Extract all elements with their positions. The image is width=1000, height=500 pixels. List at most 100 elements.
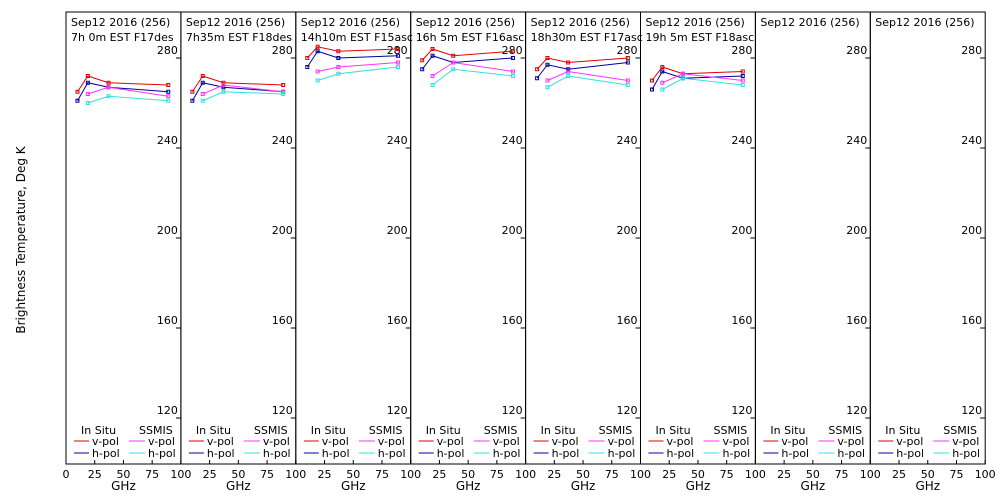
data-point <box>336 65 341 69</box>
y-tick-label: 160 <box>387 314 408 327</box>
legend-insitu-title: In Situ <box>885 424 920 437</box>
x-tick-label: 75 <box>260 468 274 481</box>
legend-insitu-title: In Situ <box>81 424 116 437</box>
panel-title-time: 7h35m EST F18des <box>186 31 292 44</box>
legend-insitu-title: In Situ <box>426 424 461 437</box>
panel-title-time: 18h30m EST F17asc <box>531 31 643 44</box>
data-point <box>545 85 550 90</box>
panel-4: Sep12 2016 (256) 16h 5m EST F16asc 120 160 2… <box>410 11 536 493</box>
series-line-in-situ-v-pol <box>77 75 169 93</box>
data-point <box>200 92 205 96</box>
y-tick-label: 200 <box>272 224 293 237</box>
data-point <box>315 44 320 49</box>
x-axis-label: GHz <box>571 479 596 493</box>
y-tick-label: 280 <box>272 44 293 57</box>
series-line-ssmis-h-pol <box>317 66 399 81</box>
data-point <box>166 83 171 87</box>
x-tick-label: 75 <box>605 468 619 481</box>
y-tick-label: 120 <box>272 404 293 417</box>
data-point <box>221 83 226 87</box>
legend-ssmis-title: SSMIS <box>943 424 977 437</box>
data-point <box>430 47 435 51</box>
y-tick-label: 200 <box>961 224 982 237</box>
legend-insitu-hpol-label: h-pol <box>437 447 465 460</box>
legend-insitu-vpol-label: v-pol <box>322 435 349 448</box>
series-line-ssmis-v-pol <box>432 61 514 77</box>
x-tick-label: 25 <box>777 468 791 481</box>
legend-insitu-vpol-label: v-pol <box>781 435 808 448</box>
legend-ssmis-vpol-label: v-pol <box>493 435 520 448</box>
y-tick-label: 280 <box>617 44 638 57</box>
x-tick-label: 75 <box>835 468 849 481</box>
legend-insitu-hpol-label: h-pol <box>207 447 235 460</box>
legend-insitu-vpol-label: v-pol <box>92 435 119 448</box>
y-tick-label: 280 <box>502 44 523 57</box>
data-point <box>75 98 80 103</box>
panel-title-time: 16h 5m EST F16asc <box>416 31 525 44</box>
data-point <box>85 74 90 78</box>
data-point <box>106 94 111 99</box>
panel-2: Sep12 2016 (256) 7h35m EST F18des 120 160 20… <box>180 11 306 493</box>
series-line-ssmis-h-pol <box>202 91 284 102</box>
x-axis-label: GHz <box>226 479 251 493</box>
legend-insitu-title: In Situ <box>541 424 576 437</box>
y-tick-label: 280 <box>961 44 982 57</box>
x-tick-label: 25 <box>88 468 102 481</box>
data-point <box>166 94 171 99</box>
data-point <box>85 92 90 96</box>
panel-3: Sep12 2016 (256) 14h10m EST F15asc 120 160 2… <box>295 11 421 493</box>
legend-ssmis-title: SSMIS <box>369 424 403 437</box>
x-tick-label: 25 <box>432 468 446 481</box>
series-line-ssmis-v-pol <box>547 70 628 81</box>
data-point <box>660 69 665 74</box>
y-tick-label: 120 <box>731 404 752 417</box>
x-tick-label: 25 <box>662 468 676 481</box>
data-point <box>649 78 654 83</box>
data-point <box>315 78 320 83</box>
y-tick-label: 240 <box>846 134 867 147</box>
data-point <box>336 49 341 54</box>
data-point <box>221 89 226 94</box>
legend-insitu-title: In Situ <box>311 424 346 437</box>
data-point <box>200 98 205 103</box>
series-line-ssmis-v-pol <box>202 84 284 95</box>
data-point <box>315 49 320 54</box>
y-tick-label: 160 <box>846 314 867 327</box>
y-tick-label: 200 <box>846 224 867 237</box>
x-tick-label: 50 <box>231 468 245 481</box>
y-tick-label: 160 <box>502 314 523 327</box>
y-tick-label: 240 <box>617 134 638 147</box>
data-point <box>396 53 401 58</box>
panel-title-date: Sep12 2016 (256) <box>646 16 745 29</box>
panel-title-time: 19h 5m EST F18asc <box>646 31 755 44</box>
legend-ssmis-vpol-label: v-pol <box>378 435 405 448</box>
y-tick-label: 280 <box>846 44 867 57</box>
x-tick-label: 100 <box>285 468 306 481</box>
y-tick-label: 240 <box>961 134 982 147</box>
data-point <box>510 69 515 74</box>
data-point <box>510 74 515 78</box>
y-tick-label: 160 <box>961 314 982 327</box>
y-tick-label: 240 <box>272 134 293 147</box>
series-line-in-situ-h-pol <box>421 55 513 70</box>
data-point <box>625 83 630 87</box>
data-point <box>106 80 111 85</box>
x-tick-label: 25 <box>203 468 217 481</box>
data-point <box>510 56 515 60</box>
series-line-ssmis-v-pol <box>662 73 743 84</box>
panel-title-date: Sep12 2016 (256) <box>875 16 974 29</box>
data-point <box>625 60 630 65</box>
x-tick-label: 100 <box>975 468 996 481</box>
data-point <box>396 65 401 69</box>
x-tick-label: 50 <box>691 468 705 481</box>
series-line-ssmis-h-pol <box>432 68 514 86</box>
legend-ssmis-hpol-label: h-pol <box>723 447 751 460</box>
legend-ssmis-vpol-label: v-pol <box>608 435 635 448</box>
panel-title-date: Sep12 2016 (256) <box>760 16 859 29</box>
series-line-in-situ-h-pol <box>536 62 628 79</box>
y-tick-label: 120 <box>157 404 178 417</box>
series-line-ssmis-v-pol <box>87 86 169 97</box>
legend-ssmis-hpol-label: h-pol <box>263 447 291 460</box>
data-point <box>200 74 205 78</box>
legend-ssmis-title: SSMIS <box>714 424 748 437</box>
